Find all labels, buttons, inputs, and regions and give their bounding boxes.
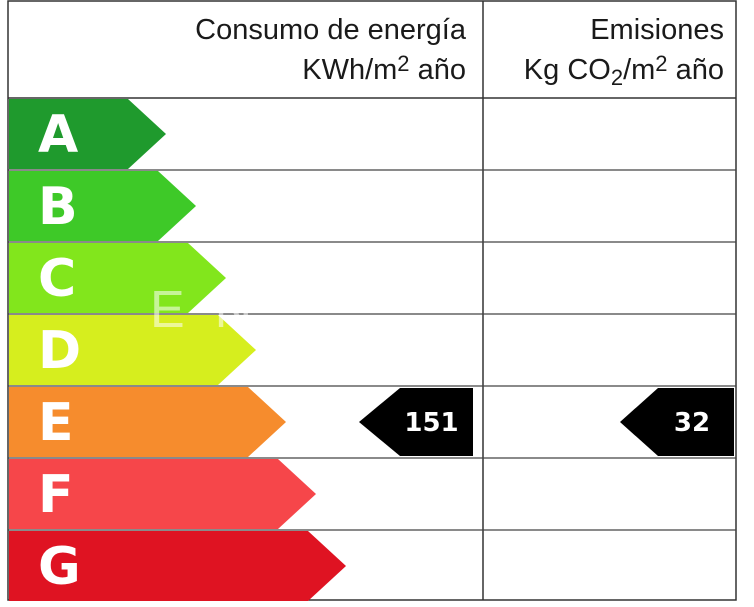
class-letter-c: C [38, 249, 77, 309]
energy-rating-tag [359, 388, 473, 456]
class-letter-a: A [38, 105, 79, 165]
label-frame [7, 0, 737, 601]
class-arrow-e [9, 387, 286, 457]
class-arrow-b [9, 171, 196, 241]
class-arrow-a [9, 99, 166, 169]
energy-title: Consumo de energía [195, 14, 466, 46]
class-arrows [9, 99, 346, 601]
class-letter-f: F [38, 465, 74, 525]
class-arrow-f [9, 459, 316, 529]
emissions-title: Emisiones [590, 14, 724, 46]
watermark-text: EN [150, 281, 283, 339]
energy-header: Consumo de energía KWh/m2 año [195, 10, 466, 90]
class-arrow-g [9, 531, 346, 601]
class-letter-e: E [38, 393, 74, 453]
rating-tags [359, 388, 734, 456]
emissions-unit: Kg CO2/m2 año [523, 51, 724, 90]
emissions-value: 32 [673, 408, 711, 438]
class-arrow-d [9, 315, 256, 385]
class-letter-d: D [38, 321, 82, 381]
class-arrow-c [9, 243, 226, 313]
label-grid [7, 0, 737, 601]
energy-unit: KWh/m2 año [302, 51, 466, 87]
class-letter-b: B [38, 177, 78, 237]
energy-value: 151 [404, 408, 459, 438]
emissions-header: Emisiones Kg CO2/m2 año [524, 10, 724, 90]
class-letter-g: G [38, 537, 81, 597]
emissions-rating-tag [620, 388, 734, 456]
